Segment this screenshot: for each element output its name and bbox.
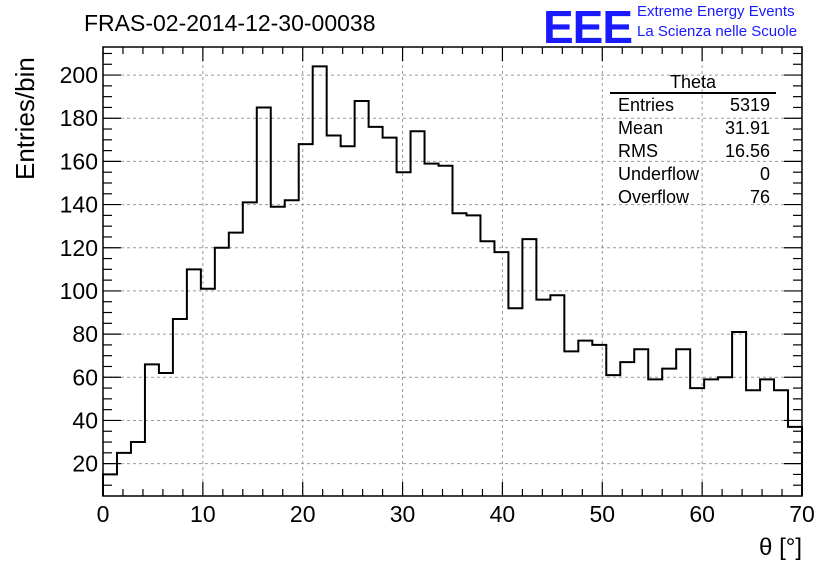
x-tick-label: 10 xyxy=(190,501,216,527)
stats-row: Underflow 0 xyxy=(610,163,776,186)
eee-logo: EEE xyxy=(543,1,633,53)
stats-label: Mean xyxy=(618,118,664,138)
stats-value: 76 xyxy=(749,187,770,207)
stats-value: 5319 xyxy=(729,95,770,115)
y-tick-label: 200 xyxy=(60,62,98,88)
stats-row: RMS 16.56 xyxy=(610,140,776,163)
x-tick-label: 70 xyxy=(789,501,815,527)
stats-value: 0 xyxy=(759,164,770,184)
stats-label: Entries xyxy=(618,95,675,115)
y-tick-label: 140 xyxy=(60,192,98,218)
y-tick-label: 160 xyxy=(60,148,98,174)
stats-title: Theta xyxy=(610,72,776,94)
y-tick-label: 60 xyxy=(72,364,98,390)
stats-label: Overflow xyxy=(618,187,690,207)
histogram-series xyxy=(102,65,803,496)
stats-row: Entries 5319 xyxy=(610,94,776,117)
stats-label: Underflow xyxy=(618,164,700,184)
stats-row: Overflow 76 xyxy=(610,186,776,209)
y-tick-label: 20 xyxy=(72,451,98,477)
y-tick-label: 120 xyxy=(60,235,98,261)
y-axis-label: Entries/bin xyxy=(10,57,40,180)
logo-line-1: Extreme Energy Events xyxy=(637,3,795,20)
logo-line-2: La Scienza nelle Scuole xyxy=(637,23,798,40)
stats-value: 16.56 xyxy=(724,141,770,161)
x-tick-label: 40 xyxy=(490,501,516,527)
x-tick-label: 20 xyxy=(290,501,316,527)
x-tick-label: 60 xyxy=(689,501,715,527)
x-tick-label: 50 xyxy=(589,501,615,527)
stats-row: Mean 31.91 xyxy=(610,117,776,140)
y-tick-label: 180 xyxy=(60,105,98,131)
y-tick-label: 80 xyxy=(72,321,98,347)
x-axis-label: θ [°] xyxy=(759,534,802,561)
stats-value: 31.91 xyxy=(724,118,770,138)
plot-frame xyxy=(102,46,803,497)
chart-title: FRAS-02-2014-12-30-00038 xyxy=(84,10,376,36)
stats-label: RMS xyxy=(618,141,658,161)
stats-box: Theta Entries 5319 Mean 31.91 RMS 16.56 … xyxy=(610,72,776,209)
y-tick-label: 40 xyxy=(72,407,98,433)
x-tick-label: 0 xyxy=(97,501,110,527)
x-tick-label: 30 xyxy=(390,501,416,527)
y-tick-label: 100 xyxy=(60,278,98,304)
